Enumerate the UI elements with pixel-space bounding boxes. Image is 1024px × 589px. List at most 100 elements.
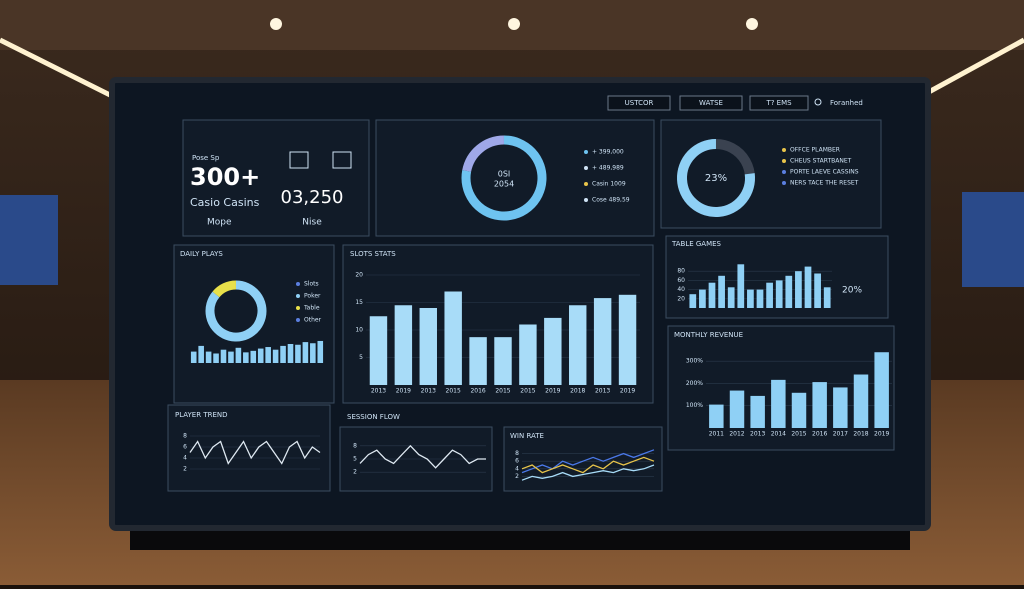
bar (295, 344, 301, 363)
bar (494, 337, 512, 385)
legend-label: Poker (304, 293, 321, 300)
x-tick-label: 2013 (421, 388, 436, 395)
panel-title: WIN RATE (510, 432, 544, 440)
donut-segment (212, 280, 237, 298)
y-tick-label: 10 (355, 327, 363, 334)
menu-label[interactable]: USTCOR (625, 99, 654, 107)
legend-swatch (782, 170, 786, 174)
bar (287, 344, 294, 363)
bar (265, 347, 271, 363)
x-tick-label: 2013 (750, 431, 765, 438)
line (521, 449, 655, 474)
legend-swatch (296, 306, 300, 310)
menu-button[interactable] (749, 95, 809, 111)
kpi-value: 03,250 (281, 187, 344, 208)
screen-base (130, 528, 910, 550)
x-tick-label: 2016 (470, 388, 485, 395)
panel-title: SLOTS STATS (350, 250, 396, 258)
search-icon[interactable] (814, 98, 822, 106)
light (508, 18, 520, 30)
legend-label: PORTE LAEVE CASSINS (790, 169, 859, 176)
menu-label[interactable]: WATSE (699, 99, 723, 107)
bar (737, 264, 745, 308)
bar (708, 282, 716, 308)
bar (519, 324, 537, 385)
legend-swatch (782, 148, 786, 152)
light-strip (0, 37, 132, 108)
bar (727, 287, 735, 308)
menu-button[interactable] (679, 95, 743, 111)
line-panel (167, 404, 331, 492)
x-tick-label: 2015 (520, 388, 535, 395)
donut-segment (462, 135, 505, 172)
menu-button[interactable] (607, 95, 671, 111)
kpi-title: Pose Sp (192, 154, 220, 162)
panel-title: PLAYER TREND (175, 411, 228, 419)
bar (756, 289, 764, 308)
y-tick-label: 8 (515, 450, 519, 457)
line (521, 456, 655, 474)
donut-center: 0SI (498, 170, 511, 179)
y-tick-label: 200% (686, 380, 703, 387)
bar (272, 349, 279, 363)
bar (823, 287, 831, 308)
bar (709, 404, 724, 428)
ring-label: 23% (705, 173, 727, 184)
y-tick-label: 8 (183, 433, 187, 440)
kpi-label: Casio Casins (190, 196, 260, 209)
y-tick-label: 4 (183, 455, 187, 462)
bar (812, 382, 827, 428)
bar (718, 275, 725, 308)
y-tick-label: 2 (183, 466, 187, 473)
legend-swatch (296, 294, 300, 298)
bar (213, 353, 219, 363)
bar (544, 317, 562, 385)
kpi-panel (182, 119, 370, 237)
kpi-label: Nise (302, 218, 322, 228)
y-tick-label: 2 (353, 469, 357, 476)
bar (593, 298, 612, 385)
icon (289, 151, 309, 169)
donut-rest (677, 139, 755, 217)
legend-swatch (782, 181, 786, 185)
x-tick-label: 2012 (729, 431, 744, 438)
y-tick-label: 4 (515, 465, 519, 472)
line-panel (503, 426, 663, 492)
legend-label: Other (304, 317, 322, 324)
x-tick-label: 2017 (833, 431, 848, 438)
line (521, 464, 655, 481)
x-tick-label: 2014 (771, 431, 786, 438)
x-tick-label: 2019 (545, 388, 560, 395)
bar (228, 351, 234, 363)
bar (791, 392, 807, 428)
bar (874, 352, 889, 428)
line (189, 440, 321, 465)
y-tick-label: 15 (355, 299, 363, 306)
y-tick-label: 2 (515, 473, 519, 480)
legend-swatch (584, 182, 588, 186)
menu-label[interactable]: T? EMS (765, 99, 792, 107)
bar (569, 305, 587, 385)
bar (833, 387, 848, 428)
bar (444, 291, 462, 385)
x-tick-label: 2015 (446, 388, 461, 395)
y-tick-label: 5 (359, 354, 363, 361)
x-tick-label: 2019 (620, 388, 635, 395)
x-tick-label: 2019 (874, 431, 889, 438)
legend-label: Slots (304, 281, 319, 288)
search-label[interactable]: Foranhed (830, 99, 863, 107)
bar (198, 345, 204, 363)
bar (317, 340, 324, 363)
x-tick-label: 2019 (396, 388, 411, 395)
legend-swatch (296, 282, 300, 286)
legend-label: OFFCE PLAMBER (790, 147, 840, 154)
bar (310, 343, 316, 363)
x-tick-label: 2015 (495, 388, 510, 395)
bar (771, 379, 786, 428)
bar (747, 289, 754, 308)
donut-segment (461, 135, 547, 221)
bar (795, 271, 802, 308)
bar (369, 316, 388, 385)
bar (775, 280, 783, 308)
